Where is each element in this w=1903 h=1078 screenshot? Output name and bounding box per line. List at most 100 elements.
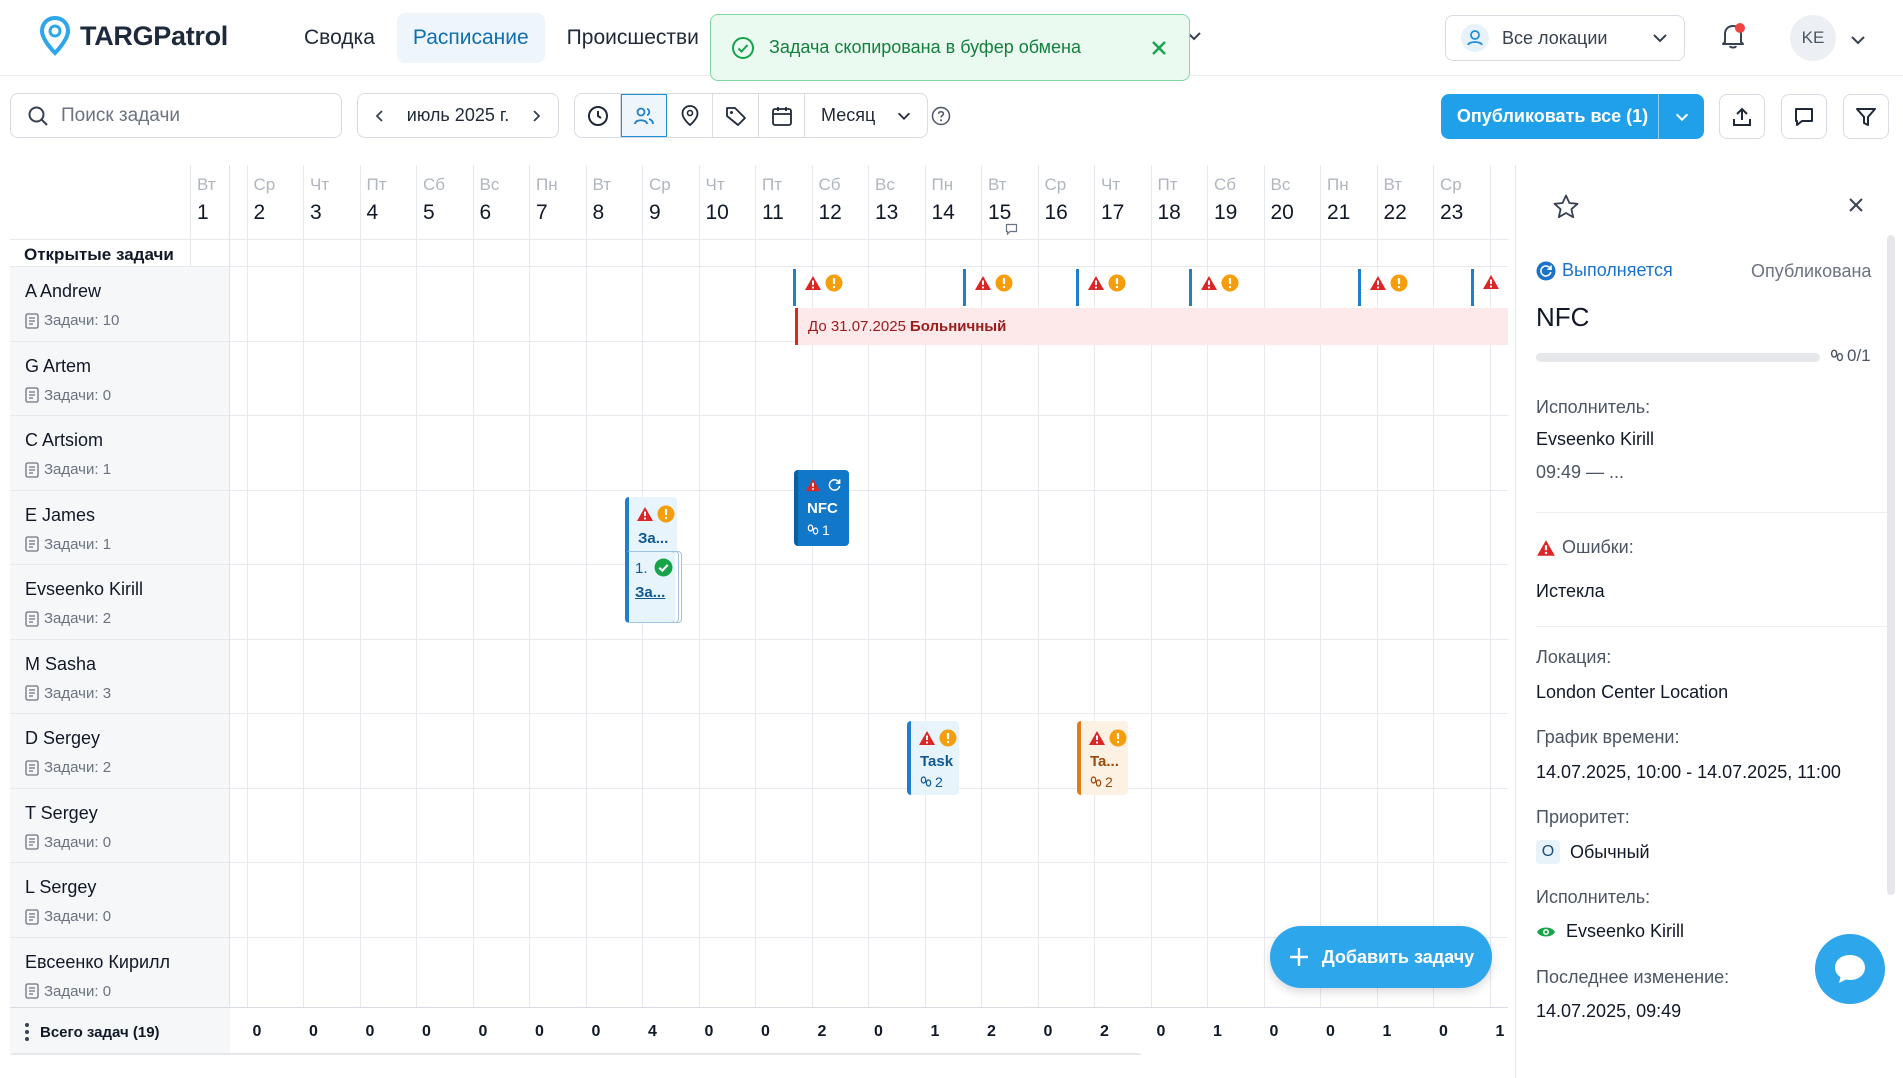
employee-row-header[interactable]: M Sasha Задачи: 3 (10, 639, 230, 713)
day-number: 5 (423, 201, 435, 224)
task-card-sergey-13[interactable]: Task 2 (907, 721, 959, 795)
day-of-week: Сб (818, 175, 841, 194)
location-select[interactable]: Все локации (1445, 15, 1685, 61)
day-of-week: Пт (1157, 175, 1178, 194)
document-icon (25, 387, 39, 403)
sick-leave-bar[interactable]: До 31.07.2025 Больничный (795, 308, 1508, 345)
chevron-right-icon[interactable] (528, 108, 544, 124)
publish-options-button[interactable] (1658, 94, 1704, 139)
bell-icon[interactable] (1720, 22, 1746, 50)
avatar[interactable]: KE (1790, 15, 1836, 61)
chevron-down-icon (897, 112, 911, 120)
day-header: Чт 17 (1094, 165, 1150, 225)
star-icon[interactable] (1552, 193, 1580, 221)
nav-summary[interactable]: Сводка (304, 26, 375, 49)
export-button[interactable] (1719, 94, 1765, 139)
help-icon[interactable] (931, 106, 951, 126)
employee-row-header[interactable]: L Sergey Задачи: 0 (10, 863, 230, 937)
search-input[interactable] (61, 104, 321, 127)
day-of-week: Вт (1383, 175, 1403, 194)
more-vertical-icon[interactable] (24, 1022, 30, 1042)
grid-column-line (1376, 165, 1378, 1007)
day-header: Пн 7 (529, 165, 585, 225)
comments-button[interactable] (1781, 94, 1827, 139)
task-card-title: За... (638, 530, 669, 547)
grid-row-line (10, 340, 1508, 342)
view-people-button[interactable] (621, 94, 667, 137)
task-card-sergey-16[interactable]: Ta... 2 (1077, 721, 1128, 795)
logo[interactable]: TARGPatrol (40, 16, 228, 56)
chat-button[interactable] (1815, 934, 1885, 1004)
logo-text: TARGPatrol (80, 20, 229, 51)
task-card-number: 1. (635, 560, 648, 577)
grid-column-line (1320, 165, 1321, 1007)
employee-task-count-text: Задачи: 1 (44, 535, 112, 553)
task-progress: 0/1 (1830, 346, 1871, 366)
task-detail-panel: Выполняется Опубликована NFC 0/1 Исполни… (1515, 165, 1903, 1078)
task-card-nfc[interactable]: NFC 1 (794, 470, 849, 546)
comment-marker-icon[interactable] (1005, 223, 1018, 236)
alert-circle-icon (939, 729, 957, 747)
nav-schedule[interactable]: Расписание (396, 13, 545, 63)
publish-all-button[interactable]: Опубликовать все (1) (1441, 94, 1704, 139)
employee-row-header[interactable]: E James Задачи: 1 (10, 490, 230, 564)
panel-scrollbar[interactable] (1887, 235, 1895, 895)
document-icon (25, 610, 39, 627)
employee-name: D Sergey (25, 728, 101, 748)
chevron-down-icon (1675, 113, 1688, 121)
add-task-button[interactable]: Добавить задачу (1270, 926, 1492, 988)
task-warning-group[interactable] (804, 274, 843, 292)
task-warning-group[interactable] (1369, 274, 1408, 292)
employee-row-header[interactable]: D Sergey Задачи: 2 (10, 714, 230, 788)
chevron-down-icon[interactable] (1848, 30, 1868, 50)
day-header: Сб 12 (812, 165, 868, 225)
filter-button[interactable] (1843, 94, 1889, 139)
grid-column-line (246, 165, 248, 1007)
employee-row-header[interactable]: Евсеенко Кирилл Задачи: 0 (10, 937, 230, 1011)
grid-column-line (1263, 165, 1265, 1007)
close-icon[interactable] (1846, 195, 1866, 215)
total-cell: 0 (1326, 1023, 1335, 1040)
employee-row-header[interactable]: G Artem Задачи: 0 (10, 341, 230, 415)
publish-all-label: Опубликовать все (1) (1456, 106, 1649, 126)
task-title: NFC (1536, 302, 1590, 332)
employee-row-header[interactable]: Evseenko Kirill Задачи: 2 (10, 565, 230, 639)
total-cell: 0 (309, 1023, 318, 1040)
warning-triangle-icon (919, 731, 935, 745)
nav-incidents[interactable]: Происшестви (566, 26, 699, 49)
view-time-button[interactable] (575, 94, 621, 137)
filter-icon (1856, 107, 1876, 126)
assignee-label: Исполнитель: (1536, 397, 1651, 417)
month-label[interactable]: июль 2025 г. (406, 105, 510, 125)
chevron-down-icon[interactable] (1184, 26, 1204, 46)
task-warning-group[interactable] (974, 274, 1013, 292)
view-location-button[interactable] (667, 94, 713, 137)
view-calendar-button[interactable] (759, 94, 805, 137)
task-warning-group[interactable] (1482, 274, 1500, 290)
day-of-week: Вт (592, 175, 612, 194)
warning-triangle-icon (637, 507, 653, 521)
day-number: 13 (875, 201, 899, 224)
day-number: 2 (253, 201, 266, 224)
task-warning-group[interactable] (1200, 274, 1239, 292)
view-tag-button[interactable] (713, 94, 759, 137)
horizontal-scrollbar[interactable] (10, 1053, 1142, 1055)
employee-row-header[interactable]: A Andrew Задачи: 10 (10, 267, 230, 341)
sick-leave-type: Больничный (909, 318, 1007, 335)
close-icon[interactable] (1149, 38, 1169, 58)
employee-task-count-text: Задачи: 2 (44, 610, 112, 627)
period-select[interactable]: Месяц (805, 94, 927, 137)
check-circle-filled-icon (654, 558, 673, 577)
employee-row-header[interactable]: C Artsiom Задачи: 1 (10, 416, 230, 490)
alert-circle-icon (825, 274, 843, 292)
main-nav: Сводка Расписание Происшестви (288, 13, 715, 63)
task-card-sasha[interactable]: 1. За... (625, 551, 675, 623)
employee-task-count: Задачи: 1 (25, 461, 230, 478)
day-header: Сб 19 (1207, 165, 1263, 225)
chevron-left-icon[interactable] (372, 108, 388, 124)
employee-row-header[interactable]: T Sergey Задачи: 0 (10, 788, 230, 862)
task-warning-group[interactable] (1087, 274, 1126, 292)
employee-name: Евсеенко Кирилл (25, 951, 171, 972)
total-cell: 2 (1100, 1023, 1109, 1040)
grid-column-line (868, 165, 869, 1007)
